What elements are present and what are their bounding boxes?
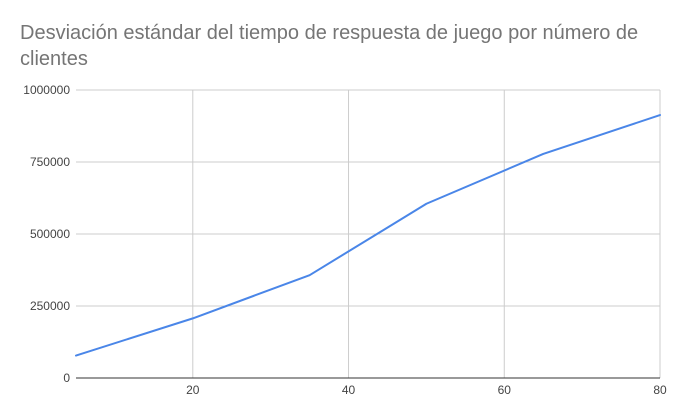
x-tick-label: 40	[342, 383, 356, 397]
y-tick-label: 1000000	[23, 83, 70, 97]
x-tick-label: 20	[186, 383, 200, 397]
y-tick-label: 0	[63, 371, 70, 385]
label-layer: 0 250000 500000 750000 1000000 20 40 60 80	[23, 83, 667, 397]
series-line	[75, 114, 661, 357]
x-tick-label: 80	[653, 383, 667, 397]
y-tick-label: 250000	[30, 299, 70, 313]
grid-layer	[76, 89, 661, 378]
series-layer	[75, 114, 661, 357]
y-tick-label: 750000	[30, 155, 70, 169]
chart-title: Desviación estándar del tiempo de respue…	[20, 22, 639, 70]
y-tick-label: 500000	[30, 227, 70, 241]
x-tick-label: 60	[498, 383, 512, 397]
